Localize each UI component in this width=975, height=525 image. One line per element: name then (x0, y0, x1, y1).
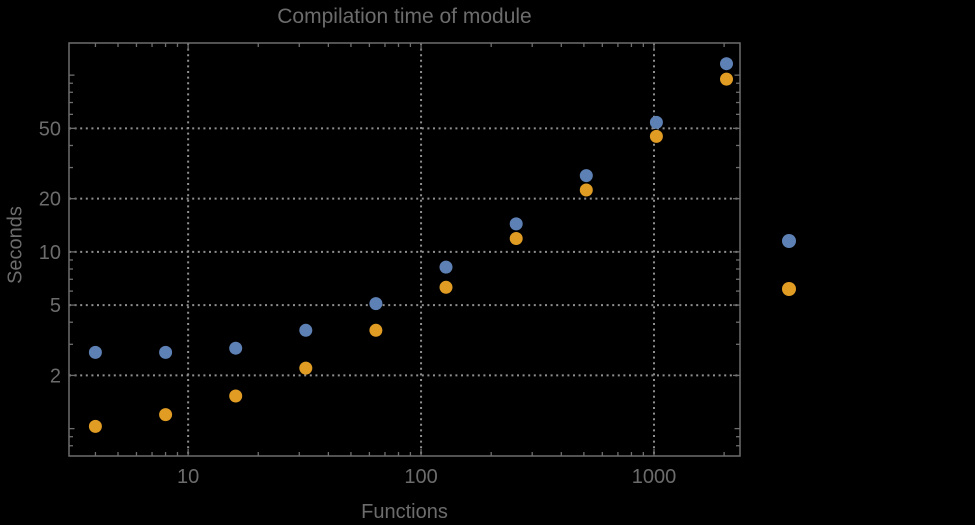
data-point-orange (509, 232, 523, 245)
data-point-orange (439, 280, 453, 294)
legend-marker-blue (782, 234, 796, 248)
y-tick-label: 10 (39, 242, 61, 264)
data-point-blue (369, 297, 383, 311)
data-point-orange (649, 129, 663, 143)
y-tick-label: 20 (39, 189, 61, 211)
data-point-blue (229, 341, 243, 355)
data-point-blue (579, 169, 593, 183)
chart-title: Compilation time of module (277, 5, 532, 28)
x-axis-label: Functions (361, 501, 448, 523)
data-point-blue (159, 345, 173, 359)
x-tick-label: 10 (177, 466, 199, 488)
data-point-blue (299, 323, 313, 337)
data-point-blue (720, 57, 733, 71)
y-tick-label: 2 (50, 365, 61, 387)
data-point-blue (649, 115, 663, 129)
y-tick-label: 50 (39, 118, 61, 140)
data-point-orange (229, 389, 243, 403)
data-point-orange (720, 72, 733, 86)
data-point-orange (579, 183, 593, 197)
data-point-blue (439, 260, 453, 274)
data-point-orange (88, 419, 102, 433)
x-tick-label: 1000 (632, 466, 677, 488)
data-point-blue (509, 217, 523, 231)
plot-frame (68, 42, 741, 457)
data-point-blue (88, 345, 102, 359)
y-tick-label: 5 (50, 295, 61, 317)
x-tick-label: 100 (404, 466, 437, 488)
legend-marker-orange (782, 282, 796, 296)
data-point-orange (369, 323, 383, 337)
data-point-orange (159, 408, 173, 422)
data-point-orange (299, 361, 313, 375)
